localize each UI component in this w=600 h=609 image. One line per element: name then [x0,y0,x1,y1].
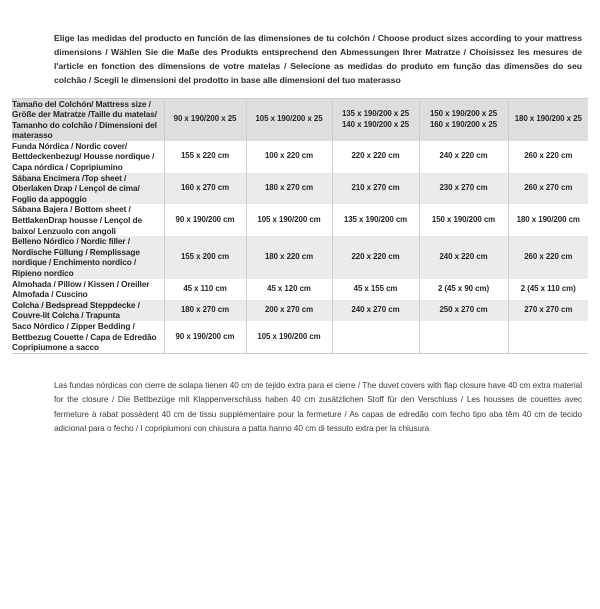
cell-value: 180 x 220 cm [246,236,333,279]
header-col-180: 180 x 190/200 x 25 [508,98,588,141]
header-col-90-line-1: 90 x 190/200 x 25 [173,114,237,124]
table-row: Sábana Encimera /Top sheet / Oberlaken D… [12,172,588,205]
cell-value: 180 x 190/200 cm [516,215,580,225]
table-row: Sábana Bajera / Bottom sheet / Bettlaken… [12,204,588,237]
cell-value: 250 x 270 cm [419,299,509,321]
cell-value: 105 x 190/200 cm [246,320,333,354]
cell-value-empty [419,320,509,354]
cell-value: 45 x 155 cm [332,278,420,300]
table-row: Funda Nórdica / Nordic cover/ Bettdecken… [12,140,588,173]
table-header-row: Tamaño del Colchón/ Mattress size / Größ… [12,98,588,141]
row-label-bedspread: Colcha / Bedspread Steppdecke / Couvre-l… [12,299,165,321]
cell-value: 160 x 270 cm [164,172,247,205]
cell-value: 270 x 270 cm [524,305,573,315]
header-col-180-line-1: 180 x 190/200 x 25 [514,114,582,124]
header-col-135-line-1: 135 x 190/200 x 25 [341,109,410,119]
cell-value: 230 x 270 cm [419,172,509,205]
row-label-bottom-sheet: Sábana Bajera / Bottom sheet / Bettlaken… [12,204,165,237]
cell-value: 240 x 220 cm [419,236,509,279]
cell-value: 260 x 220 cm [524,151,573,161]
cell-value: 155 x 220 cm [164,140,247,173]
header-col-150-line-1: 150 x 190/200 x 25 [429,109,498,119]
header-col-160-line-2: 160 x 190/200 x 25 [429,119,498,129]
cell-value: 180 x 270 cm [246,172,333,205]
cell-value-empty [508,321,588,353]
cell-value: 240 x 270 cm [332,299,420,321]
cell-value: 210 x 270 cm [332,172,420,205]
header-col-150-160: 150 x 190/200 x 25 160 x 190/200 x 25 [419,98,509,141]
header-col-90: 90 x 190/200 x 25 [164,98,247,141]
header-col-105: 105 x 190/200 x 25 [246,98,333,141]
cell-value: 180 x 270 cm [164,299,247,321]
cell-value: 240 x 220 cm [419,140,509,173]
row-label-nordic-cover: Funda Nórdica / Nordic cover/ Bettdecken… [12,140,165,173]
cell-value: 135 x 190/200 cm [332,204,420,237]
cell-value: 2 (45 x 90 cm) [419,278,509,300]
cell-value-empty [332,320,420,354]
cell-value: 220 x 220 cm [332,140,420,173]
cell-value: 2 (45 x 110 cm) [520,283,576,293]
cell-value: 155 x 200 cm [164,236,247,279]
table-body: Tamaño del Colchón/ Mattress size / Größ… [12,98,588,354]
intro-paragraph: Elige las medidas del producto en funció… [54,32,582,86]
mattress-size-table: Tamaño del Colchón/ Mattress size / Größ… [12,97,588,354]
table-row: Almohada / Pillow / Kissen / Oreiller Al… [12,278,588,300]
row-label-top-sheet: Sábana Encimera /Top sheet / Oberlaken D… [12,172,165,205]
header-col-135-140: 135 x 190/200 x 25 140 x 190/200 x 25 [332,98,420,141]
size-guide-page: Elige las medidas del producto en funció… [0,9,600,609]
row-label-pillow: Almohada / Pillow / Kissen / Oreiller Al… [12,278,165,300]
table-row: Colcha / Bedspread Steppdecke / Couvre-l… [12,299,588,321]
cell-value: 45 x 120 cm [246,278,333,300]
cell-value: 90 x 190/200 cm [164,320,247,354]
cell-value: 45 x 110 cm [164,278,247,300]
table-row: Belleno Nórdico / Nordic filler / Nordis… [12,236,588,279]
cell-value: 105 x 190/200 cm [246,204,333,237]
cell-value: 220 x 220 cm [332,236,420,279]
footnote-paragraph: Las fundas nórdicas con cierre de solapa… [54,380,582,434]
table-row: Saco Nórdico / Zipper Bedding / Bettbezu… [12,320,588,354]
cell-value: 200 x 270 cm [246,299,333,321]
cell-value: 150 x 190/200 cm [419,204,509,237]
row-label-nordic-filler: Belleno Nórdico / Nordic filler / Nordis… [12,236,165,279]
cell-value: 90 x 190/200 cm [164,204,247,237]
cell-value: 100 x 220 cm [246,140,333,173]
cell-value: 260 x 220 cm [524,252,573,262]
header-col-105-line-1: 105 x 190/200 x 25 [255,114,323,124]
row-label-zipper-bedding: Saco Nórdico / Zipper Bedding / Bettbezu… [12,320,165,354]
cell-value: 260 x 270 cm [524,183,573,193]
header-label-mattress-size: Tamaño del Colchón/ Mattress size / Größ… [12,98,165,141]
header-col-140-line-2: 140 x 190/200 x 25 [341,119,410,129]
